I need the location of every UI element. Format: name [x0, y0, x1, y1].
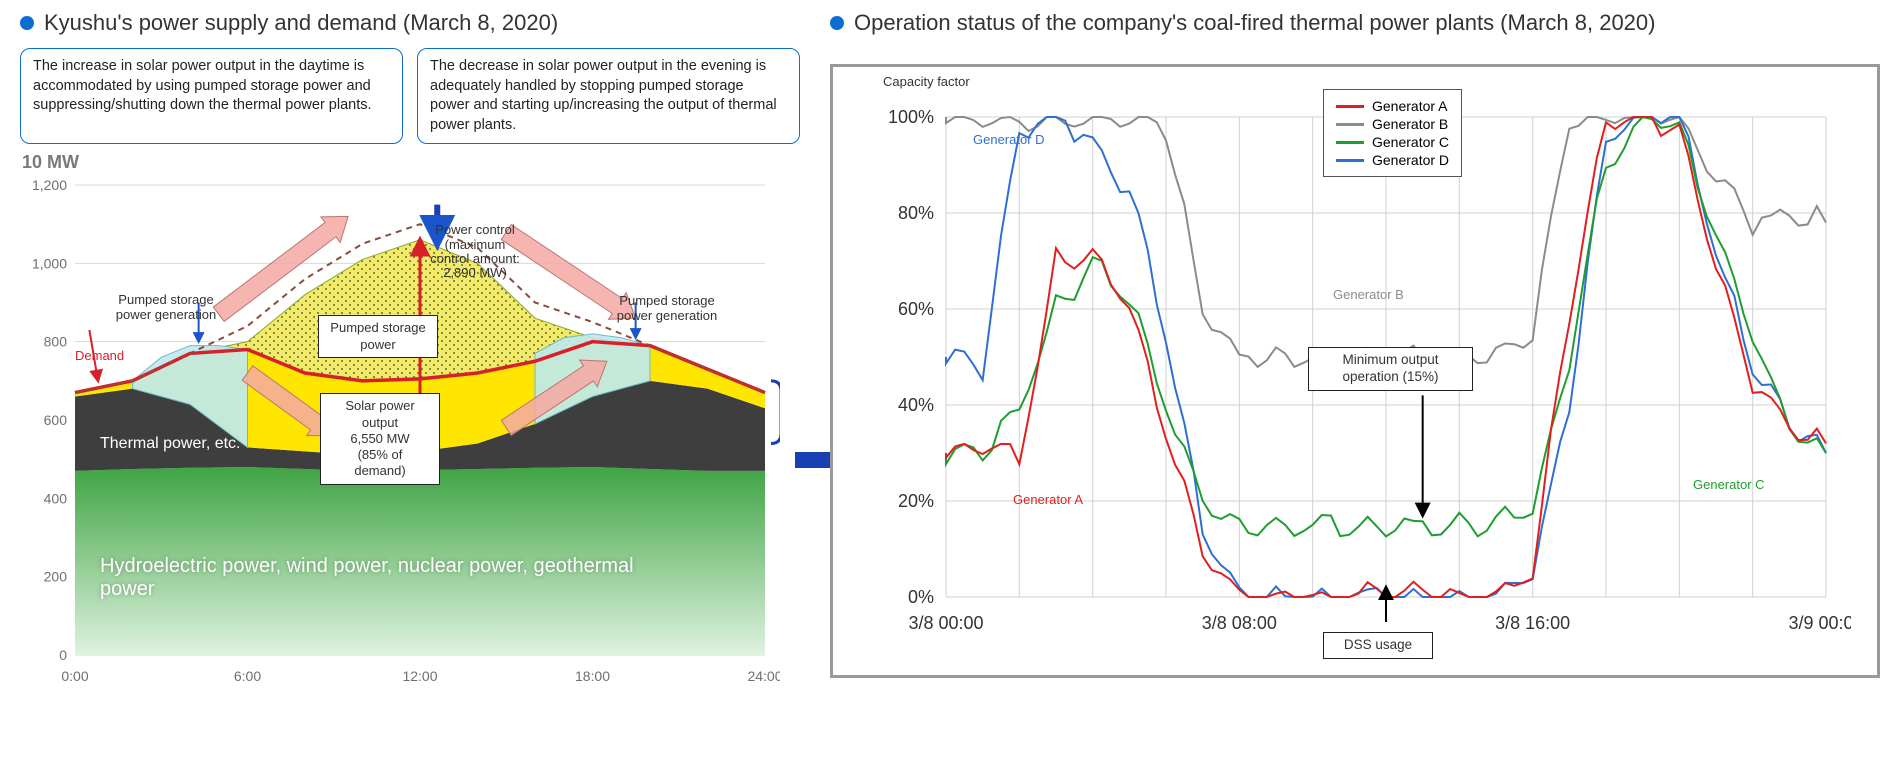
legend-row: Generator A — [1336, 98, 1449, 114]
svg-text:0%: 0% — [908, 587, 934, 607]
solar-output-box: Solar power output 6,550 MW (85% of dema… — [320, 393, 440, 484]
dss-box: DSS usage — [1323, 632, 1433, 659]
power-control-label: Power control (maximum control amount: 2… — [425, 223, 525, 280]
legend-swatch — [1336, 105, 1364, 108]
svg-text:60%: 60% — [898, 299, 934, 319]
legend-row: Generator B — [1336, 116, 1449, 132]
gen-d-inline-label: Generator D — [973, 132, 1045, 147]
gen-c-inline-label: Generator C — [1693, 477, 1765, 492]
pumped-storage-box: Pumped storage power — [318, 315, 438, 358]
svg-text:6:00: 6:00 — [234, 668, 261, 684]
svg-text:3/8 16:00: 3/8 16:00 — [1495, 613, 1570, 633]
right-panel: Operation status of the company's coal-f… — [830, 10, 1880, 750]
callout-evening: The decrease in solar power output in th… — [417, 48, 800, 144]
svg-text:800: 800 — [44, 334, 68, 350]
legend-swatch — [1336, 159, 1364, 162]
gen-b-inline-label: Generator B — [1333, 287, 1404, 302]
right-title-row: Operation status of the company's coal-f… — [830, 10, 1880, 36]
svg-text:0: 0 — [59, 647, 67, 663]
svg-text:20%: 20% — [898, 491, 934, 511]
capacity-factor-axis-label: Capacity factor — [883, 75, 970, 89]
callout-daytime: The increase in solar power output in th… — [20, 48, 403, 144]
svg-text:18:00: 18:00 — [575, 668, 610, 684]
svg-text:80%: 80% — [898, 203, 934, 223]
left-panel: Kyushu's power supply and demand (March … — [20, 10, 800, 750]
left-title: Kyushu's power supply and demand (March … — [44, 10, 558, 36]
svg-text:0:00: 0:00 — [61, 668, 88, 684]
y-axis-unit: 10 MW — [22, 152, 800, 173]
legend-label: Generator A — [1372, 98, 1448, 114]
svg-text:24:00: 24:00 — [747, 668, 780, 684]
svg-text:200: 200 — [44, 569, 68, 585]
svg-text:1,000: 1,000 — [32, 256, 67, 272]
legend-swatch — [1336, 141, 1364, 144]
svg-text:400: 400 — [44, 491, 68, 507]
pumped-gen-left-label: Pumped storage power generation — [106, 293, 226, 322]
legend-label: Generator C — [1372, 134, 1449, 150]
svg-text:40%: 40% — [898, 395, 934, 415]
bullet-icon — [20, 16, 34, 30]
legend-label: Generator B — [1372, 116, 1448, 132]
legend-box: Generator A Generator B Generator C Generat… — [1323, 89, 1462, 177]
min-output-box: Minimum output operation (15%) — [1308, 347, 1473, 391]
legend-row: Generator D — [1336, 152, 1449, 168]
callout-row: The increase in solar power output in th… — [20, 48, 800, 144]
thermal-layer-label: Thermal power, etc. — [100, 435, 241, 453]
legend-swatch — [1336, 123, 1364, 126]
capacity-factor-chart-frame: Capacity factor 0% 20% 40% 60% 80% 100% 3/8 00… — [830, 64, 1880, 678]
stacked-area-chart: 0 200 400 600 800 1,000 1,200 0:00 6:00 12:00 18:0… — [20, 175, 800, 695]
svg-text:3/8 00:00: 3/8 00:00 — [908, 613, 983, 633]
left-title-row: Kyushu's power supply and demand (March … — [20, 10, 800, 36]
pumped-gen-right-label: Pumped storage power generation — [607, 294, 727, 323]
svg-text:100%: 100% — [888, 107, 934, 127]
gen-a-inline-label: Generator A — [1013, 492, 1083, 507]
bullet-icon — [830, 16, 844, 30]
legend-label: Generator D — [1372, 152, 1449, 168]
legend-row: Generator C — [1336, 134, 1449, 150]
demand-label: Demand — [75, 348, 124, 363]
svg-text:3/8 08:00: 3/8 08:00 — [1202, 613, 1277, 633]
base-layer-label: Hydroelectric power, wind power, nuclear… — [100, 555, 650, 601]
svg-text:1,200: 1,200 — [32, 177, 67, 193]
svg-text:600: 600 — [44, 412, 68, 428]
right-title: Operation status of the company's coal-f… — [854, 10, 1655, 36]
svg-text:3/9 00:00: 3/9 00:00 — [1788, 613, 1851, 633]
svg-text:12:00: 12:00 — [402, 668, 437, 684]
